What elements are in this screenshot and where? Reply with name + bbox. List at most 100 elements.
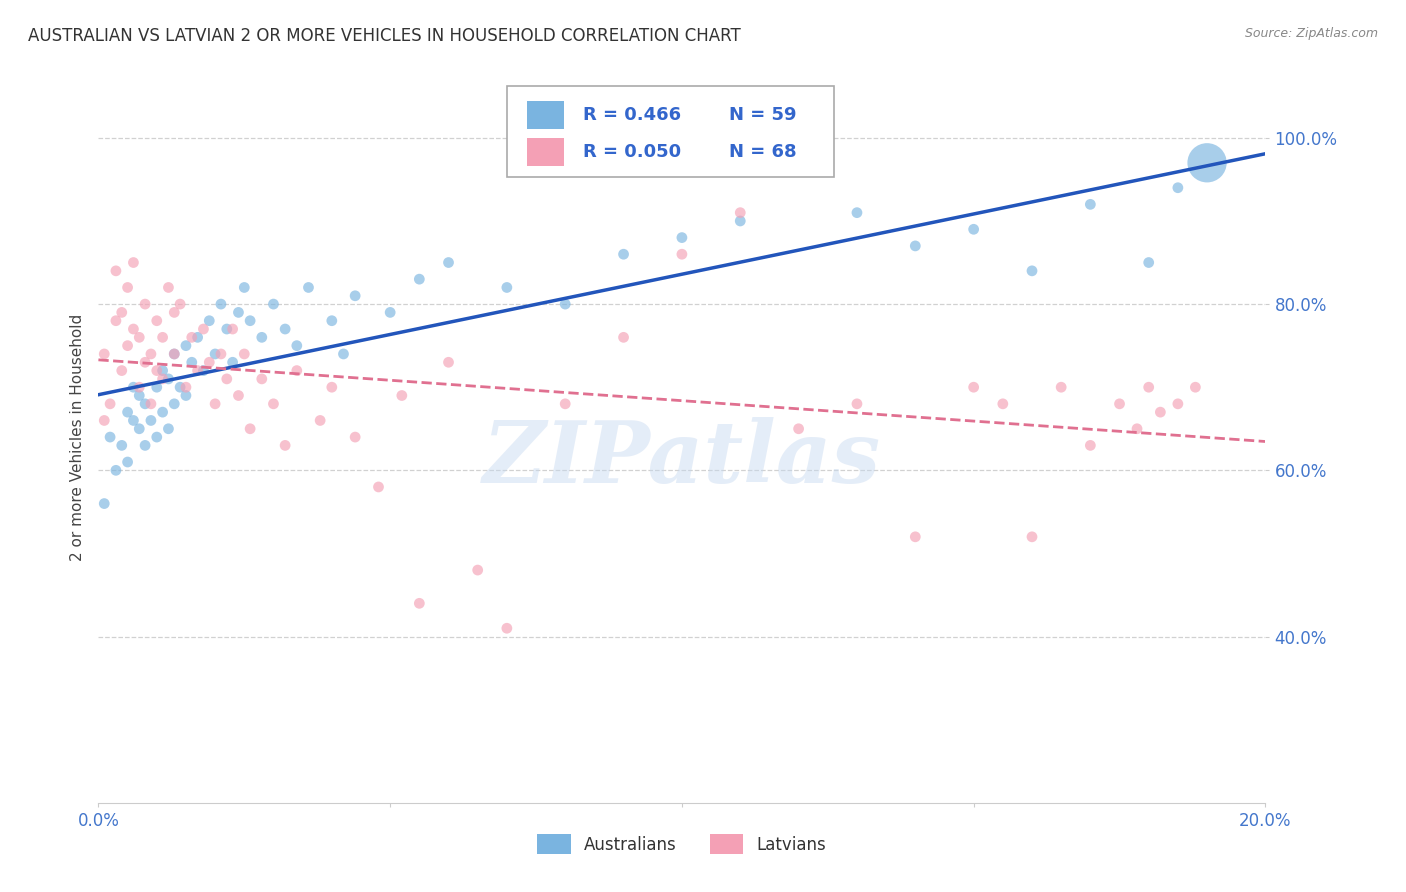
Point bbox=[904, 530, 927, 544]
Point bbox=[209, 347, 232, 361]
Text: R = 0.466: R = 0.466 bbox=[582, 106, 681, 124]
Point bbox=[152, 405, 174, 419]
Point bbox=[962, 380, 984, 394]
Point bbox=[104, 314, 127, 328]
Point bbox=[274, 322, 297, 336]
Point bbox=[1167, 397, 1189, 411]
Point bbox=[146, 430, 169, 444]
Point bbox=[321, 314, 343, 328]
Point bbox=[239, 314, 262, 328]
Point bbox=[1080, 197, 1102, 211]
Point bbox=[221, 355, 243, 369]
Point bbox=[437, 355, 460, 369]
Point bbox=[111, 438, 134, 452]
Point bbox=[1021, 530, 1043, 544]
Point bbox=[122, 322, 145, 336]
Point bbox=[157, 372, 180, 386]
Point bbox=[233, 347, 256, 361]
Point bbox=[134, 397, 156, 411]
Point bbox=[152, 330, 174, 344]
Bar bbox=[527, 138, 564, 166]
Point bbox=[128, 388, 150, 402]
FancyBboxPatch shape bbox=[508, 86, 834, 178]
Point bbox=[117, 339, 139, 353]
Point bbox=[1184, 380, 1206, 394]
Point bbox=[193, 322, 215, 336]
Point bbox=[117, 280, 139, 294]
Point bbox=[169, 380, 191, 394]
Point bbox=[187, 363, 209, 377]
Point bbox=[163, 347, 186, 361]
Point bbox=[122, 413, 145, 427]
Legend: Australians, Latvians: Australians, Latvians bbox=[530, 828, 834, 860]
Point bbox=[134, 438, 156, 452]
Point bbox=[157, 422, 180, 436]
Point bbox=[1080, 438, 1102, 452]
Point bbox=[146, 380, 169, 394]
Text: R = 0.050: R = 0.050 bbox=[582, 143, 681, 161]
Point bbox=[285, 363, 308, 377]
Text: Source: ZipAtlas.com: Source: ZipAtlas.com bbox=[1244, 27, 1378, 40]
Point bbox=[134, 355, 156, 369]
Point bbox=[152, 363, 174, 377]
Point bbox=[134, 297, 156, 311]
Point bbox=[1149, 405, 1171, 419]
Text: ZIPatlas: ZIPatlas bbox=[482, 417, 882, 500]
Point bbox=[117, 455, 139, 469]
Point bbox=[612, 247, 634, 261]
Point bbox=[198, 314, 221, 328]
Point bbox=[193, 363, 215, 377]
Point bbox=[139, 397, 162, 411]
Point bbox=[846, 205, 869, 219]
Point bbox=[204, 347, 226, 361]
Point bbox=[128, 330, 150, 344]
Point bbox=[204, 397, 226, 411]
Point bbox=[1050, 380, 1073, 394]
Point bbox=[846, 397, 869, 411]
Point bbox=[93, 497, 115, 511]
Point bbox=[93, 413, 115, 427]
Point bbox=[408, 596, 430, 610]
Point bbox=[671, 230, 693, 244]
Point bbox=[98, 430, 121, 444]
Point bbox=[104, 463, 127, 477]
Point bbox=[163, 347, 186, 361]
Point bbox=[671, 247, 693, 261]
Point bbox=[139, 413, 162, 427]
Point bbox=[730, 205, 752, 219]
Point bbox=[239, 422, 262, 436]
Bar bbox=[527, 102, 564, 129]
Point bbox=[467, 563, 489, 577]
Point bbox=[321, 380, 343, 394]
Point bbox=[128, 422, 150, 436]
Point bbox=[554, 297, 576, 311]
Point bbox=[991, 397, 1014, 411]
Point bbox=[152, 372, 174, 386]
Point bbox=[437, 255, 460, 269]
Point bbox=[163, 305, 186, 319]
Point bbox=[904, 239, 927, 253]
Point bbox=[174, 388, 197, 402]
Point bbox=[146, 314, 169, 328]
Point bbox=[262, 297, 284, 311]
Point bbox=[554, 397, 576, 411]
Point bbox=[309, 413, 332, 427]
Point bbox=[180, 355, 202, 369]
Point bbox=[104, 264, 127, 278]
Point bbox=[111, 305, 134, 319]
Point bbox=[209, 297, 232, 311]
Point bbox=[169, 297, 191, 311]
Point bbox=[228, 305, 250, 319]
Point bbox=[344, 289, 367, 303]
Text: N = 68: N = 68 bbox=[728, 143, 796, 161]
Point bbox=[180, 330, 202, 344]
Point bbox=[1137, 255, 1160, 269]
Point bbox=[187, 330, 209, 344]
Point bbox=[1021, 264, 1043, 278]
Text: AUSTRALIAN VS LATVIAN 2 OR MORE VEHICLES IN HOUSEHOLD CORRELATION CHART: AUSTRALIAN VS LATVIAN 2 OR MORE VEHICLES… bbox=[28, 27, 741, 45]
Point bbox=[93, 347, 115, 361]
Y-axis label: 2 or more Vehicles in Household: 2 or more Vehicles in Household bbox=[69, 313, 84, 561]
Point bbox=[262, 397, 284, 411]
Point bbox=[367, 480, 389, 494]
Point bbox=[139, 347, 162, 361]
